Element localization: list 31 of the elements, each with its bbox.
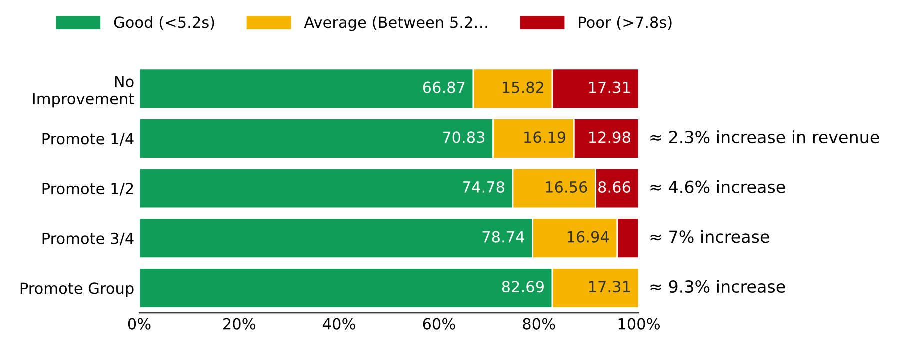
x-tick-label: 80% bbox=[523, 318, 556, 330]
y-tick-label: Promote 1/2 bbox=[42, 183, 134, 196]
y-tick-label: Promote 1/4 bbox=[42, 133, 134, 146]
x-tick-label: 100% bbox=[618, 318, 660, 330]
data-label: 16.94 bbox=[568, 231, 610, 243]
data-label: 78.74 bbox=[482, 231, 524, 243]
legend-label: Good (<5.2s) bbox=[114, 16, 214, 30]
data-label: 15.82 bbox=[502, 82, 544, 94]
data-label: 16.19 bbox=[524, 132, 566, 144]
data-label: 70.83 bbox=[443, 132, 485, 144]
text: ≈ 4.6% increase bbox=[650, 180, 786, 194]
y-tick-label: Promote Group bbox=[20, 282, 134, 298]
x-tick-label: 60% bbox=[423, 318, 456, 330]
data-label: 12.98 bbox=[589, 132, 630, 144]
data-label: 8.66 bbox=[598, 181, 631, 194]
text: ≈ 2.3% increase in revenue bbox=[650, 130, 880, 144]
data-label: 74.78 bbox=[463, 181, 504, 194]
x-tick-label: 0% bbox=[128, 318, 151, 330]
data-label: 16.56 bbox=[546, 181, 588, 194]
y-tick-label: Promote 3/4 bbox=[42, 232, 134, 246]
legend-label: Poor (>7.8s) bbox=[579, 16, 672, 30]
data-label: 82.69 bbox=[502, 281, 544, 293]
y-tick-label: No Improvement bbox=[33, 76, 134, 108]
x-tick-label: 40% bbox=[323, 318, 356, 330]
data-label: 17.31 bbox=[589, 82, 630, 94]
text: ≈ 9.3% increase bbox=[650, 280, 786, 294]
legend-label: Average (Between 5.2… bbox=[304, 16, 488, 32]
x-tick-label: 20% bbox=[224, 318, 256, 330]
data-label: 17.31 bbox=[589, 281, 630, 293]
text: ≈ 7% increase bbox=[650, 230, 770, 244]
data-label: 66.87 bbox=[423, 82, 465, 94]
